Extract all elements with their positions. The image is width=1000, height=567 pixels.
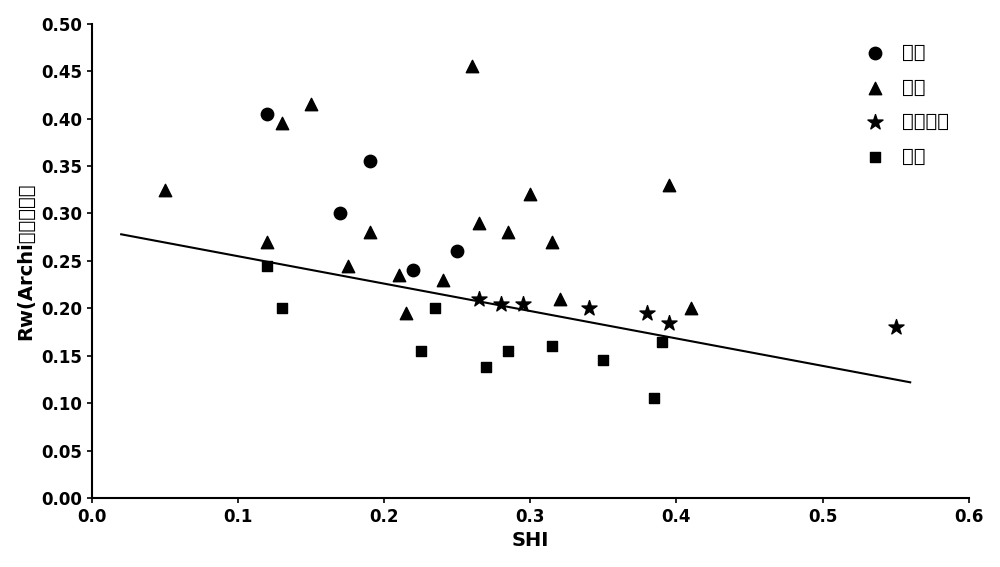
气层 (405, 266, 421, 275)
油水同层 (888, 323, 904, 332)
油水同层 (661, 318, 677, 327)
油水同层 (471, 294, 487, 303)
气层 (332, 209, 348, 218)
X-axis label: SHI: SHI (512, 531, 549, 551)
油层 (340, 261, 356, 270)
水层 (654, 337, 670, 346)
气层 (449, 247, 465, 256)
油层 (274, 119, 290, 128)
油层 (303, 100, 319, 109)
油层 (464, 62, 480, 71)
油层 (398, 308, 414, 318)
油水同层 (639, 308, 655, 318)
气层 (259, 109, 275, 119)
油水同层 (581, 304, 597, 313)
水层 (500, 346, 516, 356)
油水同层 (515, 299, 531, 308)
Y-axis label: Rw(Archi公式推算）: Rw(Archi公式推算） (17, 182, 36, 340)
气层 (362, 156, 378, 166)
水层 (427, 304, 443, 313)
水层 (544, 342, 560, 351)
水层 (646, 394, 662, 403)
油层 (259, 238, 275, 247)
水层 (478, 362, 494, 371)
水层 (595, 356, 611, 365)
油层 (435, 276, 451, 285)
Legend: 气层, 油层, 油水同层, 水层: 气层, 油层, 油水同层, 水层 (846, 33, 959, 176)
油层 (391, 270, 407, 280)
水层 (274, 304, 290, 313)
油层 (522, 190, 538, 199)
水层 (413, 346, 429, 356)
油层 (500, 228, 516, 237)
油层 (471, 218, 487, 227)
油层 (683, 304, 699, 313)
油层 (157, 185, 173, 194)
油层 (544, 238, 560, 247)
油层 (362, 228, 378, 237)
水层 (259, 261, 275, 270)
油水同层 (493, 299, 509, 308)
油层 (661, 180, 677, 189)
油层 (552, 294, 568, 303)
